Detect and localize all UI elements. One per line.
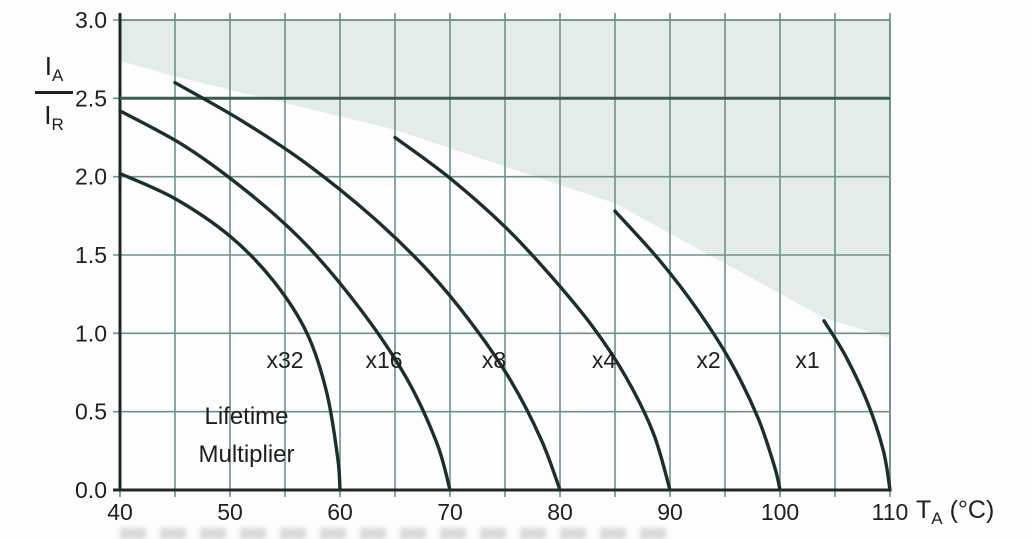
x-tick-label: 40 xyxy=(107,499,133,525)
x-tick-label: 70 xyxy=(437,499,463,525)
curve-label-x4: x4 xyxy=(592,347,617,373)
curve-label-x1: x1 xyxy=(795,347,819,373)
y-axis-label-numerator: IA xyxy=(44,51,64,86)
x-axis-label: TA (°C) xyxy=(916,496,995,528)
y-tick-label: 3.0 xyxy=(75,7,107,33)
x-tick-label: 110 xyxy=(872,499,909,525)
curve-x4 xyxy=(393,135,672,492)
x-tick-label: 50 xyxy=(217,499,243,525)
x-tick-label: 90 xyxy=(657,499,683,525)
x-tick-label: 60 xyxy=(327,499,353,525)
curve-label-x8: x8 xyxy=(482,347,506,373)
curve-label-x2: x2 xyxy=(696,347,720,373)
y-tick-label: 1.5 xyxy=(75,242,107,268)
annotation-line: Multiplier xyxy=(198,441,294,468)
curve-x8 xyxy=(173,81,562,492)
cutoff-caption-fragment xyxy=(120,528,680,539)
annotation-line: Lifetime xyxy=(204,403,288,430)
x-tick-label: 100 xyxy=(761,499,799,525)
y-tick-label: 1.0 xyxy=(75,320,107,346)
y-tick-label: 0.5 xyxy=(75,399,107,425)
curve-label-x32: x32 xyxy=(266,347,303,373)
curve-x2 xyxy=(613,209,782,492)
y-tick-label: 2.5 xyxy=(75,85,107,111)
y-tick-label: 0.0 xyxy=(75,477,107,503)
y-axis-label-denominator: IR xyxy=(44,100,64,135)
x-tick-label: 80 xyxy=(547,499,573,525)
fraction-bar xyxy=(35,91,73,95)
y-tick-label: 2.0 xyxy=(75,164,107,190)
curve-label-x16: x16 xyxy=(365,347,402,373)
curve-x1 xyxy=(822,319,892,492)
y-axis-label: IA IR xyxy=(26,50,82,136)
curve-x16 xyxy=(118,109,452,492)
curve-x32 xyxy=(118,171,342,492)
